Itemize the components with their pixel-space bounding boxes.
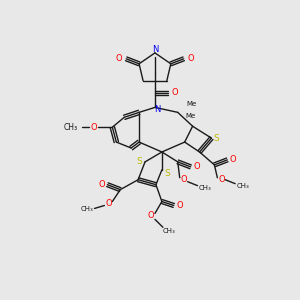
Text: O: O [98, 180, 105, 189]
Text: O: O [172, 88, 178, 97]
Text: S: S [136, 158, 142, 166]
Text: S: S [164, 169, 170, 178]
Text: O: O [176, 201, 183, 210]
Text: Me: Me [185, 113, 196, 119]
Text: O: O [105, 199, 112, 208]
Text: O: O [116, 54, 123, 63]
Text: Me: Me [187, 101, 197, 107]
Text: N: N [152, 45, 158, 54]
Text: O: O [193, 162, 200, 171]
Text: O: O [218, 175, 225, 184]
Text: CH₃: CH₃ [64, 123, 78, 132]
Text: O: O [90, 123, 97, 132]
Text: O: O [187, 54, 194, 63]
Text: CH₃: CH₃ [80, 206, 93, 212]
Text: O: O [230, 155, 236, 164]
Text: S: S [214, 134, 219, 142]
Text: N: N [154, 105, 160, 114]
Text: CH₃: CH₃ [237, 183, 250, 189]
Text: CH₃: CH₃ [199, 184, 212, 190]
Text: O: O [148, 211, 154, 220]
Text: CH₃: CH₃ [162, 228, 175, 234]
Text: O: O [180, 175, 187, 184]
